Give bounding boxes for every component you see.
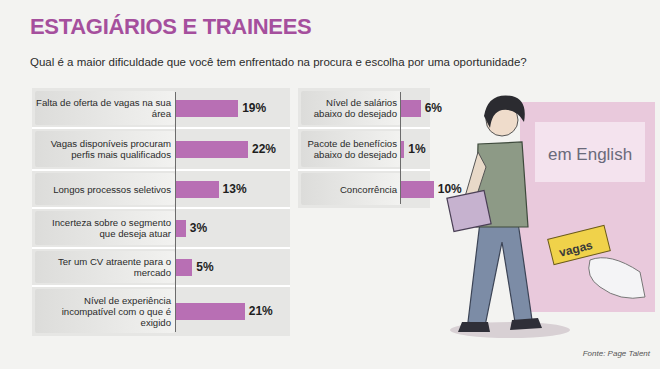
category-label: Ter um CV atraente para o mercado [35, 251, 175, 283]
row-separator [298, 169, 430, 171]
bar [176, 303, 245, 320]
category-label: Concorrência [301, 173, 401, 205]
bar [401, 100, 421, 117]
book [447, 190, 491, 231]
data-label: 22% [252, 142, 276, 156]
row-separator [32, 207, 290, 209]
category-label: Nível de salários abaixo do desejado [301, 91, 401, 125]
data-label: 5% [196, 260, 213, 274]
category-label: Incerteza sobre o segmento que deseja at… [35, 211, 175, 245]
row-separator [32, 285, 290, 287]
stage: ESTAGIÁRIOS E TRAINEES Qual é a maior dif… [0, 0, 660, 369]
data-label: 3% [190, 221, 207, 235]
data-label: 1% [408, 142, 425, 156]
subtitle: Qual é a maior dificuldade que você tem … [30, 56, 527, 68]
category-label: Falta de oferta de vagas na sua área [35, 91, 175, 125]
illustration: em English vagas [440, 82, 655, 344]
data-label: 6% [425, 101, 442, 115]
data-label: 10% [438, 182, 462, 196]
legs [468, 222, 532, 326]
category-label: Pacote de benefícios abaixo do desejado [301, 131, 401, 167]
title: ESTAGIÁRIOS E TRAINEES [30, 14, 311, 40]
row-separator [32, 247, 290, 249]
card-text: vagas [558, 238, 595, 260]
shoe [510, 318, 542, 330]
baseline [400, 92, 401, 204]
baseline [175, 92, 176, 332]
source: Fonte: Page Talent [583, 349, 650, 358]
bar [176, 220, 186, 237]
category-label: Vagas disponíveis procuram perfis mais q… [35, 131, 175, 167]
category-label: Nível de experiência incompatível com o … [35, 289, 175, 333]
data-label: 19% [242, 101, 266, 115]
window [535, 122, 645, 182]
hair [484, 95, 525, 128]
row-separator [32, 127, 290, 129]
bar [176, 141, 248, 158]
bar [401, 181, 434, 198]
data-label: 13% [223, 182, 247, 196]
shoe [458, 322, 490, 332]
data-label: 21% [249, 304, 273, 318]
category-label: Longos processos seletivos [35, 173, 175, 205]
bar [176, 100, 238, 117]
row-separator [298, 127, 430, 129]
building [520, 102, 655, 312]
sign-text: em English [548, 145, 632, 164]
bar [401, 141, 404, 158]
hand [589, 258, 645, 299]
bar [176, 181, 219, 198]
bar [176, 259, 192, 276]
row-separator [32, 169, 290, 171]
